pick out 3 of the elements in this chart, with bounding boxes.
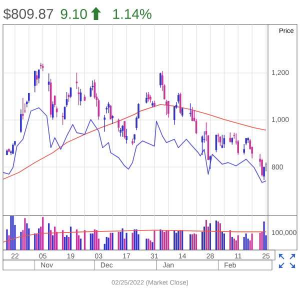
text: 1.14% <box>113 9 152 19</box>
text: 9.10 <box>60 9 87 19</box>
chart-title: $809.87 <box>3 8 54 20</box>
